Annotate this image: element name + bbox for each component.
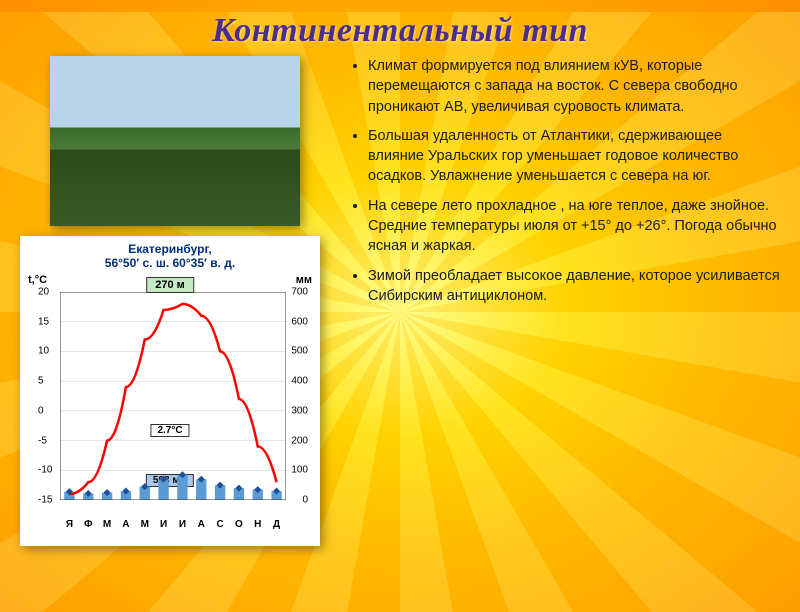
precip-tick: 100 [291, 465, 308, 476]
temp-tick: -10 [38, 465, 52, 476]
content: Екатеринбург, 56°50′ с. ш. 60°35′ в. д. … [0, 50, 800, 552]
y-right-label: мм [296, 274, 312, 286]
month-label: Д [273, 519, 280, 530]
month-label: О [235, 519, 243, 530]
bullet-item: Климат формируется под влиянием кУВ, кот… [368, 56, 780, 117]
precip-tick: 300 [291, 405, 308, 416]
month-label: М [103, 519, 111, 530]
photo-frame [50, 56, 300, 226]
precip-tick: 700 [291, 287, 308, 298]
temp-tick: -15 [38, 495, 52, 506]
precip-tick: 200 [291, 435, 308, 446]
y-left-label: t,°C [28, 274, 47, 286]
landscape-photo [50, 56, 300, 226]
bullet-item: На севере лето прохладное , на юге тепло… [368, 196, 780, 257]
precip-tick: 500 [291, 346, 308, 357]
month-label: А [122, 519, 129, 530]
chart-area: t,°C мм 270 м 2.7°C 508 мм 20151050-5-10… [26, 274, 314, 530]
precip-tick: 600 [291, 316, 308, 327]
temp-tick: 0 [38, 405, 44, 416]
chart-coords: 56°50′ с. ш. 60°35′ в. д. [26, 256, 314, 270]
month-label: Я [66, 519, 73, 530]
month-label: Ф [84, 519, 93, 530]
month-label: М [141, 519, 149, 530]
chart-location: Екатеринбург, [26, 242, 314, 256]
month-label: С [216, 519, 223, 530]
bullet-item: Зимой преобладает высокое давление, кото… [368, 266, 780, 307]
right-column: Климат формируется под влиянием кУВ, кот… [348, 56, 780, 546]
plot-svg [60, 292, 286, 500]
left-column: Екатеринбург, 56°50′ с. ш. 60°35′ в. д. … [20, 56, 330, 546]
climate-chart: Екатеринбург, 56°50′ с. ш. 60°35′ в. д. … [20, 236, 320, 546]
temp-tick: 5 [38, 376, 44, 387]
month-label: И [179, 519, 186, 530]
temp-tick: 15 [38, 316, 49, 327]
temp-tick: -5 [38, 435, 47, 446]
temp-tick: 20 [38, 287, 49, 298]
month-label: Н [254, 519, 261, 530]
precip-tick: 0 [302, 495, 308, 506]
month-label: И [160, 519, 167, 530]
month-label: А [198, 519, 205, 530]
temp-tick: 10 [38, 346, 49, 357]
bullet-list: Климат формируется под влиянием кУВ, кот… [348, 56, 780, 306]
bullet-item: Большая удаленность от Атлантики, сдержи… [368, 126, 780, 187]
page-title: Континентальный тип [0, 12, 800, 50]
precip-tick: 400 [291, 376, 308, 387]
precip-bar [177, 475, 187, 500]
elevation-badge: 270 м [146, 277, 194, 293]
temp-line [69, 304, 276, 494]
